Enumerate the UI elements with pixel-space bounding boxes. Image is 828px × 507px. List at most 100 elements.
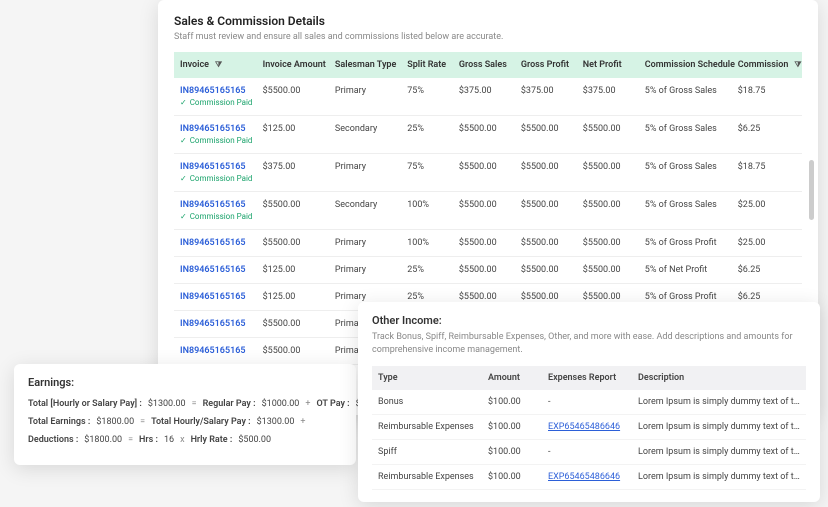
table-cell: $5500.00 (453, 116, 515, 154)
invoice-link[interactable]: IN89465165165 (180, 124, 251, 134)
other-header-row: Type Amount Expenses Report Description (372, 366, 806, 390)
invoice-link[interactable]: IN89465165165 (180, 162, 251, 172)
earnings-row-2: Total Earnings : $1800.00 = Total Hourly… (28, 417, 342, 427)
table-cell: Secondary (329, 192, 401, 230)
table-cell: Secondary (329, 116, 401, 154)
other-income-subtitle: Track Bonus, Spiff, Reimbursable Expense… (372, 331, 806, 356)
table-cell: $5500.00 (257, 78, 329, 116)
table-cell: $125.00 (257, 257, 329, 284)
col-commission-schedule[interactable]: Commission Schedule (639, 52, 732, 78)
table-cell: $5500.00 (515, 154, 577, 192)
table-cell: $18.75 (732, 78, 802, 116)
table-cell: 75% (401, 154, 453, 192)
table-cell: $5500.00 (257, 192, 329, 230)
table-row: IN89465165165$125.00Primary25%$5500.00$5… (174, 257, 802, 284)
invoice-link[interactable]: IN89465165165 (180, 86, 251, 96)
col-invoice-amount[interactable]: Invoice Amount (257, 52, 329, 78)
table-cell: Primary (329, 257, 401, 284)
table-cell: $375.00 (453, 78, 515, 116)
earnings-row-3: Deductions : $1800.00 = Hrs : 16 x Hrly … (28, 435, 342, 445)
table-cell: 100% (401, 230, 453, 257)
table-cell: 5% of Gross Sales (639, 192, 732, 230)
cell-type: Spiff (372, 440, 482, 465)
table-cell: 5% of Gross Profit (639, 230, 732, 257)
table-cell: $5500.00 (577, 154, 639, 192)
table-cell: $5500.00 (257, 230, 329, 257)
earnings-title: Earnings: (28, 376, 342, 389)
filter-icon[interactable]: ⧩ (215, 60, 222, 69)
scrollbar[interactable] (809, 160, 814, 220)
table-row: IN89465165165$5500.00Primary100%$5500.00… (174, 230, 802, 257)
cell-amount: $100.00 (482, 465, 542, 490)
table-cell: $5500.00 (515, 230, 577, 257)
table-cell: $5500.00 (515, 116, 577, 154)
filter-icon[interactable]: ⧩ (794, 60, 801, 69)
table-row: IN89465165165Commission Paid$375.00Prima… (174, 154, 802, 192)
cell-amount: $100.00 (482, 415, 542, 440)
expense-report-link[interactable]: EXP65465486646 (548, 472, 620, 482)
table-cell: $25.00 (732, 230, 802, 257)
cell-report: - (542, 390, 632, 415)
col-split-rate[interactable]: Split Rate (401, 52, 453, 78)
table-cell: $5500.00 (577, 116, 639, 154)
table-cell: $5500.00 (515, 192, 577, 230)
table-cell: $5500.00 (453, 192, 515, 230)
cell-type: Reimbursable Expenses (372, 465, 482, 490)
col-amount[interactable]: Amount (482, 366, 542, 390)
table-cell: Primary (329, 154, 401, 192)
col-desc[interactable]: Description (632, 366, 806, 390)
table-row: Spiff$100.00-Lorem Ipsum is simply dummy… (372, 440, 806, 465)
table-cell: $6.25 (732, 116, 802, 154)
col-salesman-type[interactable]: Salesman Type (329, 52, 401, 78)
table-row: IN89465165165Commission Paid$5500.00Seco… (174, 192, 802, 230)
table-row: IN89465165165Commission Paid$5500.00Prim… (174, 78, 802, 116)
table-cell: Primary (329, 230, 401, 257)
table-cell: $125.00 (257, 116, 329, 154)
table-cell: 5% of Gross Sales (639, 116, 732, 154)
table-cell: $5500.00 (577, 257, 639, 284)
col-type[interactable]: Type (372, 366, 482, 390)
col-gross-profit[interactable]: Gross Profit (515, 52, 577, 78)
table-cell: $375.00 (515, 78, 577, 116)
expense-report-link[interactable]: EXP65465486646 (548, 422, 620, 432)
cell-report: EXP65465486646 (542, 415, 632, 440)
invoice-link[interactable]: IN89465165165 (180, 319, 251, 329)
table-cell: $5500.00 (577, 192, 639, 230)
sales-subtitle: Staff must review and ensure all sales a… (174, 32, 802, 42)
table-cell: 5% of Gross Sales (639, 78, 732, 116)
commission-paid-badge: Commission Paid (180, 174, 251, 183)
table-cell: $18.75 (732, 154, 802, 192)
table-cell: $5500.00 (453, 154, 515, 192)
col-invoice[interactable]: Invoice⧩ (174, 52, 257, 78)
other-income-table: Type Amount Expenses Report Description … (372, 366, 806, 490)
commission-paid-badge: Commission Paid (180, 212, 251, 221)
table-row: Reimbursable Expenses$100.00EXP654654866… (372, 415, 806, 440)
other-income-panel: Other Income: Track Bonus, Spiff, Reimbu… (358, 302, 820, 502)
cell-report: - (542, 440, 632, 465)
col-gross-sales[interactable]: Gross Sales (453, 52, 515, 78)
commission-paid-badge: Commission Paid (180, 136, 251, 145)
sales-title: Sales & Commission Details (174, 14, 802, 28)
table-cell: 5% of Gross Sales (639, 154, 732, 192)
invoice-link[interactable]: IN89465165165 (180, 346, 251, 356)
table-cell: 25% (401, 116, 453, 154)
invoice-link[interactable]: IN89465165165 (180, 238, 251, 248)
table-row: Reimbursable Expenses$100.00 EXP654654866… (372, 465, 806, 490)
col-report[interactable]: Expenses Report (542, 366, 632, 390)
col-commission[interactable]: Commission⧩ (732, 52, 802, 78)
table-cell: $5500.00 (453, 230, 515, 257)
table-cell: $6.25 (732, 257, 802, 284)
table-cell: 100% (401, 192, 453, 230)
table-cell: 75% (401, 78, 453, 116)
table-cell: $5500.00 (515, 257, 577, 284)
invoice-link[interactable]: IN89465165165 (180, 265, 251, 275)
col-net-profit[interactable]: Net Profit (577, 52, 639, 78)
cell-description: Lorem Ipsum is simply dummy text of the … (632, 390, 806, 415)
table-cell: $5500.00 (453, 257, 515, 284)
invoice-link[interactable]: IN89465165165 (180, 200, 251, 210)
table-cell: $25.00 (732, 192, 802, 230)
table-cell: $125.00 (257, 284, 329, 311)
invoice-link[interactable]: IN89465165165 (180, 292, 251, 302)
cell-description: Lorem Ipsum is simply dummy text of the … (632, 465, 806, 490)
earnings-panel: Earnings: Total [Hourly or Salary Pay] :… (14, 364, 356, 465)
